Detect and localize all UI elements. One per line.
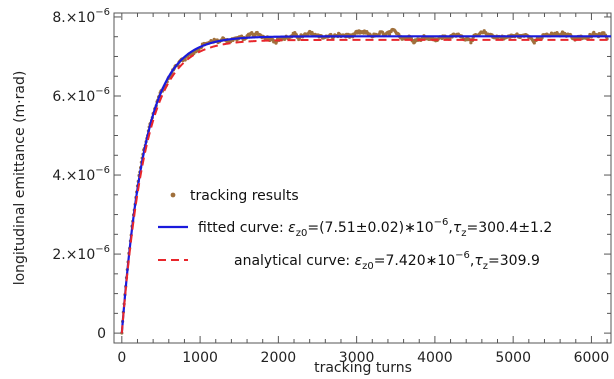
x-tick-label: 2000: [261, 350, 297, 366]
y-tick-label: 8.×10−6: [52, 7, 110, 26]
legend-label-analytical: analytical curve: εz0=7.420∗10−6,τz=309.…: [234, 250, 540, 272]
data-point: [387, 32, 392, 36]
legend: tracking results fitted curve: εz0=(7.51…: [158, 188, 552, 272]
y-tick-label: 6.×10−6: [52, 86, 110, 105]
x-axis-label: tracking turns: [314, 360, 412, 376]
y-tick-label: 2.×10−6: [52, 244, 110, 263]
series-analytical-curve: [120, 38, 611, 334]
plot-frame: [113, 12, 612, 344]
data-point: [469, 41, 473, 45]
x-tick-label: 6000: [574, 350, 610, 366]
x-tick-label: 4000: [417, 350, 453, 366]
y-axis-label: longitudinal emittance (m·rad): [12, 71, 28, 286]
series-fitted-curve: [120, 35, 611, 334]
legend-label-points: tracking results: [190, 188, 299, 204]
x-axis-ticks: 0 1000 2000 3000 4000 5000 6000: [117, 13, 609, 366]
x-tick-label: 0: [117, 350, 126, 366]
x-tick-label: 3000: [339, 350, 375, 366]
data-point: [183, 58, 187, 62]
data-point: [532, 41, 536, 45]
x-tick-label: 5000: [495, 350, 531, 366]
legend-label-fit: fitted curve: εz0=(7.51±0.02)∗10−6,τz=30…: [198, 217, 552, 239]
legend-marker-points: [170, 192, 176, 198]
y-axis-ticks: 0 2.×10−6 4.×10−6 6.×10−6 8.×10−6: [52, 7, 611, 342]
series-tracking-results: [120, 27, 609, 335]
y-tick-label: 0: [97, 326, 106, 342]
x-tick-label: 1000: [182, 350, 218, 366]
y-tick-label: 4.×10−6: [52, 165, 110, 184]
